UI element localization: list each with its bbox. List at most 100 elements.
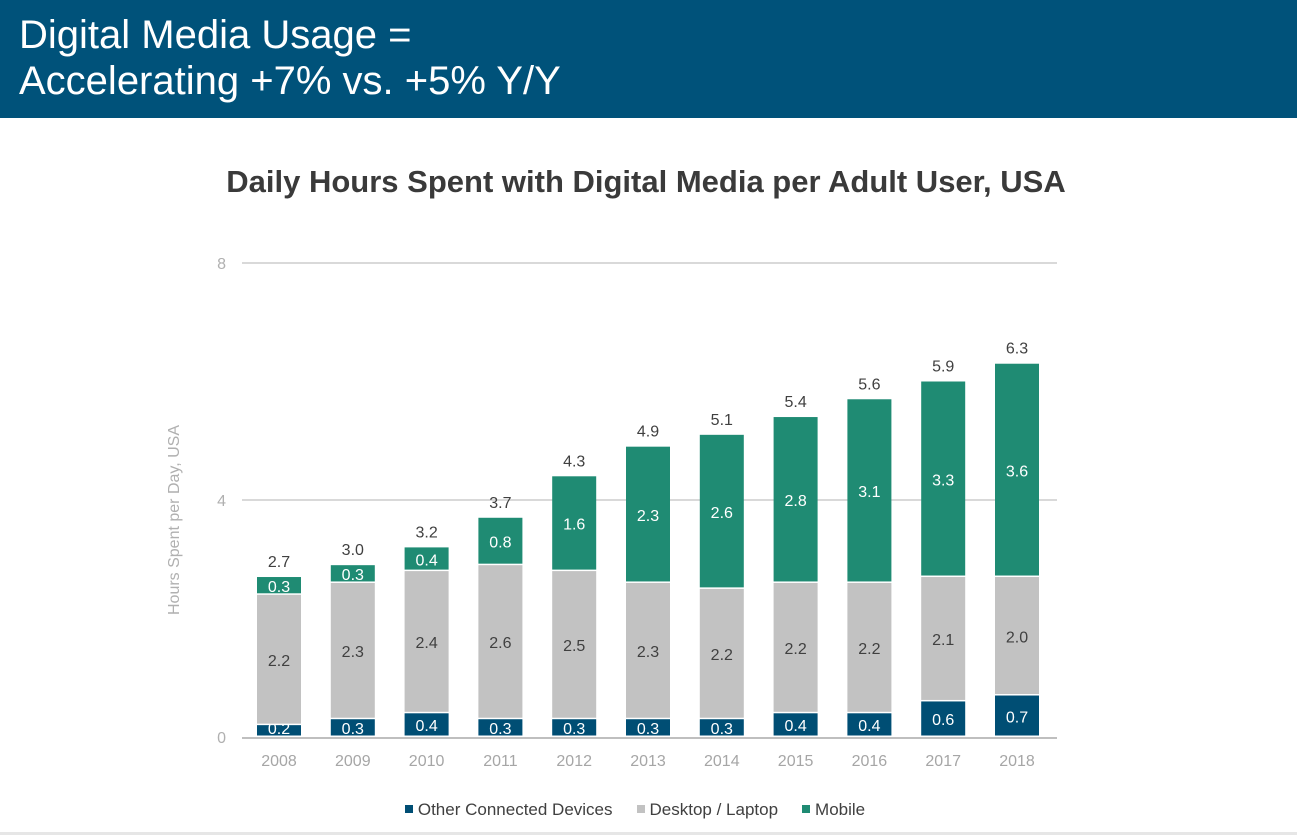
bar-total-label: 5.1 bbox=[711, 412, 733, 429]
bar-data-label: 0.4 bbox=[415, 552, 437, 569]
bar-segment bbox=[626, 582, 670, 718]
x-tick-label: 2016 bbox=[852, 753, 888, 770]
x-tick-label: 2010 bbox=[409, 753, 445, 770]
bar-data-label: 3.1 bbox=[858, 484, 880, 501]
bar-data-label: 3.6 bbox=[1006, 463, 1028, 480]
bar-data-label: 2.8 bbox=[784, 493, 806, 510]
bar-segment bbox=[847, 582, 892, 712]
legend-label: Mobile bbox=[815, 800, 866, 819]
bar-segment bbox=[626, 446, 670, 582]
legend-item: Desktop / Laptop bbox=[636, 800, 779, 820]
bar-data-label: 2.2 bbox=[268, 653, 290, 670]
header-banner: Digital Media Usage = Accelerating +7% v… bbox=[0, 0, 1297, 118]
bar-total-label: 2.7 bbox=[268, 554, 290, 571]
y-tick-label-8: 8 bbox=[217, 256, 226, 273]
bar-segment bbox=[404, 713, 449, 736]
bar-segment bbox=[626, 719, 670, 736]
bar-total-label: 3.0 bbox=[342, 542, 364, 559]
x-tick-label: 2013 bbox=[630, 753, 666, 770]
bar-data-label: 2.2 bbox=[711, 647, 733, 664]
bar-data-label: 0.7 bbox=[1006, 709, 1028, 726]
bar-data-label: 2.1 bbox=[932, 632, 954, 649]
bar-segment bbox=[404, 547, 449, 570]
bar-data-label: 2.3 bbox=[342, 644, 364, 661]
bar-segment bbox=[404, 571, 449, 712]
bar-segment bbox=[257, 725, 301, 736]
bar-segment bbox=[921, 577, 966, 700]
bar-total-label: 4.3 bbox=[563, 453, 585, 470]
x-tick-label: 2011 bbox=[483, 753, 518, 770]
bar-data-label: 2.6 bbox=[711, 505, 733, 522]
legend-item: Mobile bbox=[802, 800, 865, 820]
bar-segment bbox=[699, 719, 744, 736]
legend-label: Other Connected Devices bbox=[417, 800, 613, 819]
legend-label: Desktop / Laptop bbox=[649, 800, 779, 819]
bar-segment bbox=[921, 381, 966, 576]
bar-total-label: 4.9 bbox=[637, 424, 659, 441]
bar-segment bbox=[552, 719, 597, 736]
bar-segment bbox=[330, 582, 375, 718]
x-tick-label: 2008 bbox=[261, 753, 297, 770]
bar-segment bbox=[699, 434, 744, 588]
bar-data-label: 2.2 bbox=[858, 641, 880, 658]
bar-total-label: 6.3 bbox=[1006, 341, 1028, 358]
bar-segment bbox=[699, 588, 744, 718]
bar-data-label: 0.8 bbox=[489, 534, 511, 551]
bar-data-label: 0.4 bbox=[858, 718, 880, 735]
bottom-divider bbox=[0, 832, 1297, 835]
y-tick-label-0: 0 bbox=[217, 730, 226, 747]
legend-item: Other Connected Devices bbox=[404, 800, 613, 820]
bar-data-label: 2.0 bbox=[1006, 629, 1028, 646]
bar-data-label: 0.3 bbox=[342, 721, 364, 738]
bar-segment bbox=[330, 565, 375, 582]
bar-segment bbox=[847, 399, 892, 582]
bar-segment bbox=[257, 577, 301, 594]
bar-segment bbox=[257, 594, 301, 724]
bar-data-label: 0.3 bbox=[342, 567, 364, 584]
y-tick-label-4: 4 bbox=[217, 493, 226, 510]
bar-segment bbox=[773, 417, 818, 582]
bar-segment bbox=[995, 695, 1039, 736]
bar-segment bbox=[773, 582, 818, 712]
bar-data-label: 3.3 bbox=[932, 472, 954, 489]
bar-data-label: 2.5 bbox=[563, 638, 585, 655]
legend-swatch bbox=[404, 805, 413, 813]
bar-data-label: 1.6 bbox=[563, 517, 585, 534]
bar-segment bbox=[995, 577, 1039, 695]
bar-segment bbox=[552, 571, 597, 718]
bar-total-label: 5.6 bbox=[858, 376, 880, 393]
bar-data-label: 0.4 bbox=[415, 718, 437, 735]
bar-segment bbox=[995, 363, 1039, 576]
header-title-line-1: Digital Media Usage = bbox=[19, 13, 412, 57]
x-tick-label: 2018 bbox=[999, 753, 1035, 770]
bar-total-label: 5.4 bbox=[784, 394, 806, 411]
chart-title: Daily Hours Spent with Digital Media per… bbox=[226, 164, 1066, 199]
bar-data-label: 0.3 bbox=[711, 721, 733, 738]
bar-data-label: 0.3 bbox=[489, 721, 511, 738]
bar-data-label: 0.3 bbox=[637, 721, 659, 738]
bar-segment bbox=[478, 719, 523, 736]
bar-data-label: 0.4 bbox=[784, 718, 806, 735]
chart-legend: Other Connected Devices Desktop / Laptop M… bbox=[0, 800, 1270, 820]
bar-data-label: 2.6 bbox=[489, 635, 511, 652]
x-tick-label: 2012 bbox=[556, 753, 592, 770]
bar-data-label: 0.2 bbox=[268, 721, 290, 738]
bar-total-label: 3.7 bbox=[489, 495, 511, 512]
bar-segment bbox=[552, 476, 597, 570]
x-tick-label: 2014 bbox=[704, 753, 740, 770]
bar-segment bbox=[478, 565, 523, 718]
bar-segment bbox=[478, 517, 523, 564]
bar-total-label: 3.2 bbox=[415, 524, 437, 541]
bar-data-label: 2.3 bbox=[637, 644, 659, 661]
bar-segment bbox=[330, 719, 375, 736]
bar-data-label: 2.4 bbox=[415, 635, 437, 652]
bar-data-label: 0.3 bbox=[268, 579, 290, 596]
legend-swatch bbox=[802, 805, 811, 813]
bar-data-label: 2.2 bbox=[784, 641, 806, 658]
bar-segment bbox=[847, 713, 892, 736]
bar-segment bbox=[773, 713, 818, 736]
x-tick-label: 2015 bbox=[778, 753, 814, 770]
bar-data-label: 0.3 bbox=[563, 721, 585, 738]
bar-segment bbox=[921, 701, 966, 736]
